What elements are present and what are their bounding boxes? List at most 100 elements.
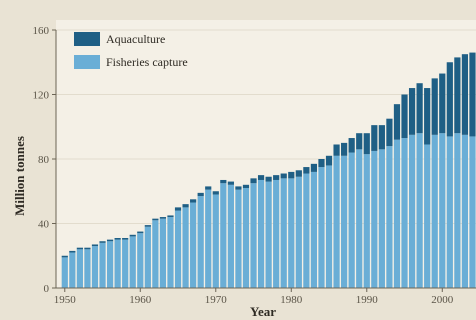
bar-capture-1988 [348, 152, 355, 288]
bar-capture-1975 [250, 183, 257, 288]
x-tick-label: 1970 [205, 294, 228, 306]
bar-capture-1974 [242, 188, 250, 288]
bar-aquaculture-1993 [386, 118, 393, 147]
bar-aquaculture-1979 [280, 173, 287, 179]
bar-aquaculture-1969 [205, 186, 212, 190]
bar-capture-1997 [416, 133, 423, 288]
bar-capture-1953 [84, 249, 91, 288]
bar-capture-1982 [303, 173, 310, 288]
bar-capture-1990 [363, 154, 370, 288]
bar-capture-1964 [167, 217, 174, 288]
bar-aquaculture-1978 [273, 175, 280, 180]
bar-aquaculture-2000 [439, 73, 446, 134]
y-tick-label: 40 [38, 219, 50, 231]
bar-capture-2000 [439, 133, 446, 288]
bar-aquaculture-2004 [469, 52, 476, 137]
bar-capture-1987 [341, 155, 348, 288]
x-axis-title: Year [250, 304, 276, 319]
x-tick-label: 2000 [431, 294, 454, 306]
bar-aquaculture-1985 [325, 155, 333, 166]
legend-swatch-capture [74, 55, 100, 69]
bar-capture-1966 [182, 207, 189, 289]
x-tick-label: 1960 [129, 294, 152, 306]
bar-capture-1996 [408, 134, 416, 288]
bar-capture-1977 [265, 181, 272, 288]
x-tick-label: 1990 [356, 294, 379, 306]
bar-capture-1959 [129, 236, 136, 288]
bar-capture-1994 [393, 139, 401, 288]
bar-capture-1973 [235, 189, 242, 288]
bar-capture-2002 [454, 133, 461, 288]
bar-capture-1956 [106, 241, 114, 288]
bar-aquaculture-1960 [137, 231, 144, 234]
bar-aquaculture-1981 [295, 170, 302, 177]
x-axis: 1950 1960 1970 1980 1990 2000 [54, 287, 476, 306]
bar-aquaculture-1984 [318, 159, 325, 168]
bar-capture-1991 [371, 150, 378, 288]
bar-aquaculture-1970 [212, 191, 219, 195]
bar-aquaculture-1987 [341, 142, 348, 156]
bar-aquaculture-2002 [454, 57, 461, 134]
bar-capture-1969 [205, 189, 212, 288]
bar-capture-1970 [212, 194, 219, 288]
bar-aquaculture-1992 [378, 125, 385, 150]
bar-capture-1950 [61, 257, 68, 288]
bar-aquaculture-1972 [227, 181, 234, 185]
bar-aquaculture-1990 [363, 133, 370, 155]
legend-label-aquaculture: Aquaculture [106, 32, 165, 46]
bar-aquaculture-1964 [167, 215, 174, 218]
bar-capture-1998 [424, 144, 431, 288]
bar-aquaculture-1976 [257, 175, 265, 180]
bar-aquaculture-1998 [424, 88, 431, 145]
bar-aquaculture-1999 [431, 78, 438, 135]
bar-capture-1957 [114, 239, 121, 289]
bar-aquaculture-1997 [416, 83, 423, 134]
bar-capture-1989 [356, 149, 363, 288]
bars-group [61, 52, 476, 289]
bar-aquaculture-1957 [114, 238, 121, 240]
bar-aquaculture-1950 [61, 255, 68, 258]
bar-aquaculture-1954 [91, 244, 99, 247]
bar-capture-1963 [159, 218, 167, 288]
bar-capture-2004 [469, 136, 476, 288]
bar-capture-1968 [197, 196, 204, 288]
bar-capture-2001 [446, 136, 453, 288]
bar-aquaculture-1966 [182, 204, 189, 208]
bar-aquaculture-2001 [446, 62, 453, 137]
bar-capture-1954 [91, 246, 99, 288]
bar-capture-1984 [318, 167, 325, 288]
y-tick-label: 80 [38, 154, 50, 166]
bar-capture-1962 [152, 220, 159, 288]
bar-aquaculture-1951 [69, 250, 76, 253]
bar-capture-1995 [401, 138, 408, 288]
bar-capture-1983 [310, 171, 318, 288]
bar-capture-1965 [174, 210, 182, 288]
bar-capture-1981 [295, 176, 302, 288]
bar-capture-1960 [137, 233, 144, 288]
bar-aquaculture-1980 [288, 171, 295, 179]
bar-aquaculture-1991 [371, 125, 378, 151]
bar-aquaculture-1986 [333, 144, 340, 156]
bar-aquaculture-1989 [356, 133, 363, 150]
bar-capture-1976 [257, 179, 265, 288]
bar-capture-1961 [144, 226, 151, 288]
bar-capture-1978 [273, 179, 280, 288]
bar-capture-1967 [190, 202, 197, 288]
bar-capture-1951 [69, 252, 76, 288]
bar-capture-1971 [220, 183, 227, 288]
bar-aquaculture-2003 [461, 54, 469, 135]
bar-capture-1985 [325, 165, 333, 288]
bar-aquaculture-1952 [76, 247, 83, 250]
bar-capture-1955 [99, 242, 106, 288]
legend: Aquaculture Fisheries capture [74, 32, 188, 69]
bar-aquaculture-1962 [152, 218, 159, 221]
bar-capture-1972 [227, 184, 234, 288]
bar-capture-1958 [122, 239, 129, 289]
bar-capture-1979 [280, 178, 287, 288]
bar-capture-2003 [461, 134, 469, 288]
bar-aquaculture-1983 [310, 163, 318, 172]
x-tick-label: 1950 [54, 294, 77, 306]
bar-aquaculture-1982 [303, 167, 310, 174]
bar-aquaculture-1988 [348, 138, 355, 153]
